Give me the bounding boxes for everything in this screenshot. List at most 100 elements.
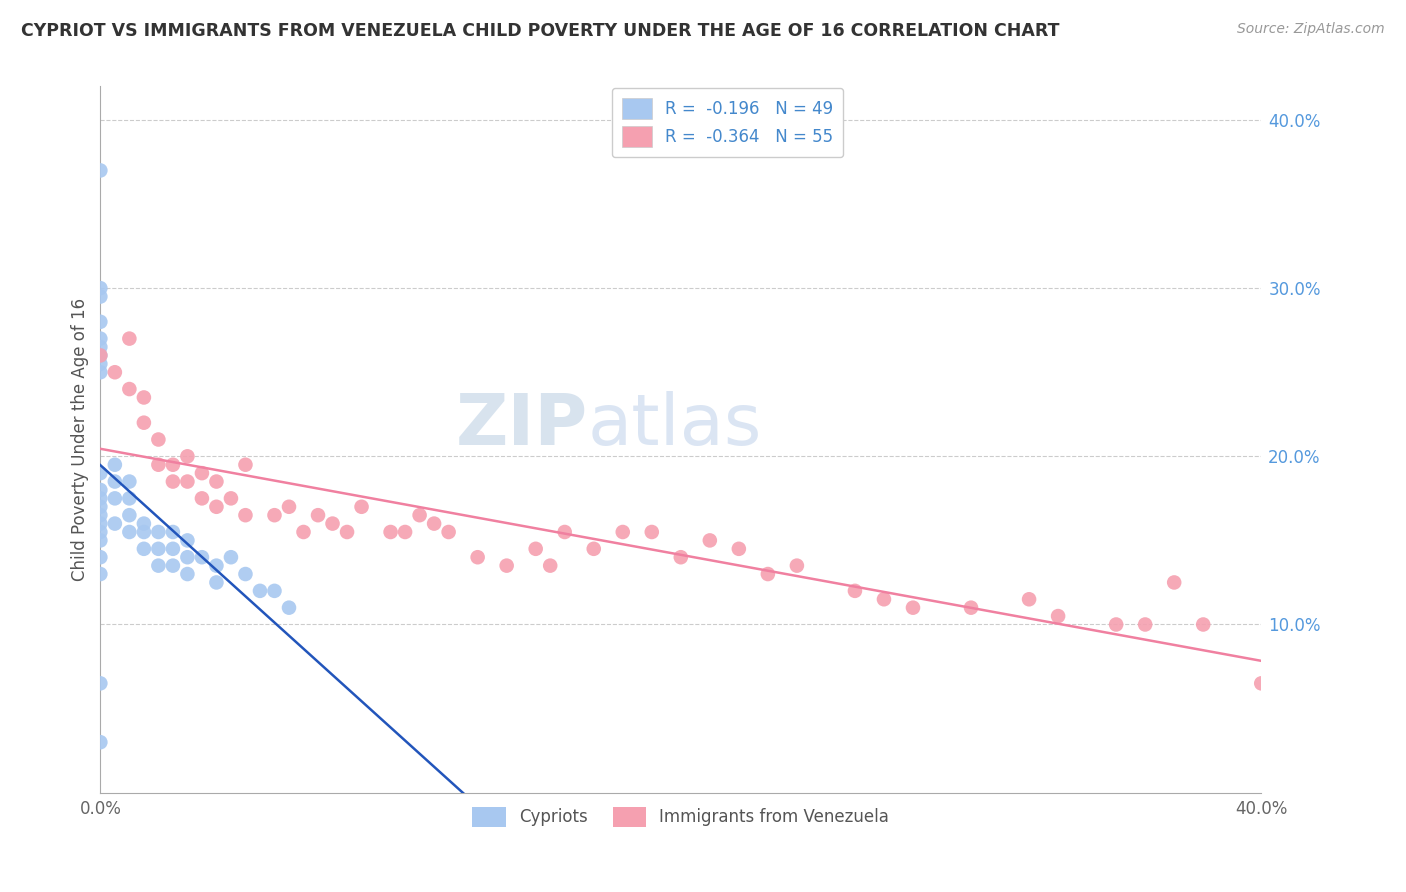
Point	[89, 483, 111, 497]
Point	[118, 491, 141, 506]
Point	[89, 315, 111, 329]
Point	[278, 600, 301, 615]
Point	[104, 458, 127, 472]
Point	[423, 516, 446, 531]
Point	[394, 524, 416, 539]
Point	[263, 583, 285, 598]
Point	[118, 508, 141, 523]
Point	[495, 558, 517, 573]
Point	[104, 516, 127, 531]
Point	[612, 524, 634, 539]
Point	[148, 458, 170, 472]
Point	[786, 558, 808, 573]
Text: Source: ZipAtlas.com: Source: ZipAtlas.com	[1237, 22, 1385, 37]
Point	[89, 340, 111, 354]
Point	[1163, 575, 1185, 590]
Point	[191, 550, 214, 565]
Point	[132, 416, 155, 430]
Point	[219, 491, 242, 506]
Point	[235, 508, 257, 523]
Point	[148, 433, 170, 447]
Point	[89, 357, 111, 371]
Point	[89, 281, 111, 295]
Point	[307, 508, 329, 523]
Point	[176, 567, 198, 582]
Point	[219, 550, 242, 565]
Point	[554, 524, 576, 539]
Point	[1047, 609, 1070, 624]
Point	[89, 348, 111, 362]
Point	[89, 508, 111, 523]
Point	[89, 365, 111, 379]
Point	[118, 524, 141, 539]
Point	[873, 592, 896, 607]
Legend: Cypriots, Immigrants from Venezuela: Cypriots, Immigrants from Venezuela	[465, 800, 896, 834]
Point	[89, 332, 111, 346]
Point	[162, 541, 184, 556]
Point	[1133, 617, 1156, 632]
Point	[844, 583, 866, 598]
Point	[756, 567, 779, 582]
Point	[104, 475, 127, 489]
Point	[176, 533, 198, 548]
Point	[89, 500, 111, 514]
Point	[132, 516, 155, 531]
Point	[118, 332, 141, 346]
Point	[89, 735, 111, 749]
Point	[235, 567, 257, 582]
Point	[350, 500, 373, 514]
Point	[162, 558, 184, 573]
Point	[89, 676, 111, 690]
Text: ZIP: ZIP	[456, 391, 588, 460]
Point	[148, 524, 170, 539]
Point	[960, 600, 983, 615]
Point	[89, 567, 111, 582]
Point	[89, 491, 111, 506]
Point	[132, 391, 155, 405]
Point	[1018, 592, 1040, 607]
Point	[205, 575, 228, 590]
Point	[205, 475, 228, 489]
Point	[467, 550, 489, 565]
Point	[89, 163, 111, 178]
Point	[901, 600, 924, 615]
Point	[322, 516, 344, 531]
Point	[249, 583, 271, 598]
Point	[524, 541, 547, 556]
Point	[148, 558, 170, 573]
Point	[235, 458, 257, 472]
Point	[148, 541, 170, 556]
Point	[380, 524, 402, 539]
Point	[292, 524, 315, 539]
Text: atlas: atlas	[588, 391, 762, 460]
Y-axis label: Child Poverty Under the Age of 16: Child Poverty Under the Age of 16	[72, 298, 89, 581]
Point	[1105, 617, 1128, 632]
Point	[132, 541, 155, 556]
Point	[89, 466, 111, 480]
Point	[162, 475, 184, 489]
Point	[89, 524, 111, 539]
Point	[89, 289, 111, 303]
Point	[263, 508, 285, 523]
Point	[727, 541, 749, 556]
Point	[538, 558, 561, 573]
Point	[104, 491, 127, 506]
Point	[582, 541, 605, 556]
Point	[162, 458, 184, 472]
Point	[1250, 676, 1272, 690]
Point	[162, 524, 184, 539]
Point	[437, 524, 460, 539]
Point	[191, 466, 214, 480]
Point	[89, 550, 111, 565]
Point	[89, 533, 111, 548]
Point	[336, 524, 359, 539]
Point	[1192, 617, 1215, 632]
Point	[104, 365, 127, 379]
Point	[176, 550, 198, 565]
Point	[118, 475, 141, 489]
Point	[118, 382, 141, 396]
Point	[205, 558, 228, 573]
Point	[89, 516, 111, 531]
Point	[669, 550, 692, 565]
Point	[408, 508, 430, 523]
